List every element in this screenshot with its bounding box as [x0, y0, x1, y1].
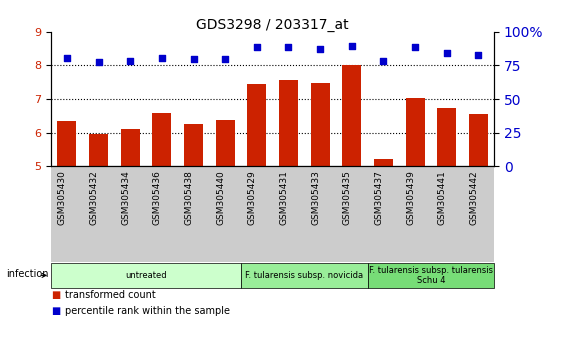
Text: transformed count: transformed count [65, 290, 156, 300]
Point [284, 44, 293, 50]
Point [220, 56, 229, 62]
Point [474, 53, 483, 58]
Text: GSM305435: GSM305435 [343, 170, 352, 225]
Bar [279, 80, 298, 166]
Text: GSM305432: GSM305432 [90, 170, 99, 225]
Bar [311, 83, 329, 166]
Bar [247, 84, 266, 166]
Text: GDS3298 / 203317_at: GDS3298 / 203317_at [197, 18, 349, 32]
Bar [184, 124, 203, 166]
Point [347, 43, 356, 49]
Text: GSM305431: GSM305431 [279, 170, 289, 225]
Point [442, 50, 451, 56]
Text: GSM305440: GSM305440 [216, 170, 225, 225]
Text: GSM305439: GSM305439 [406, 170, 415, 225]
Bar [469, 114, 488, 166]
Bar [89, 135, 108, 166]
Point [411, 44, 420, 50]
Text: GSM305438: GSM305438 [185, 170, 194, 225]
Text: F. tularensis subsp. novicida: F. tularensis subsp. novicida [245, 271, 364, 280]
Text: GSM305442: GSM305442 [469, 170, 478, 224]
Text: percentile rank within the sample: percentile rank within the sample [65, 306, 230, 316]
Text: ■: ■ [51, 306, 60, 316]
Bar [152, 113, 172, 166]
Bar [343, 65, 361, 166]
Bar [121, 130, 140, 166]
Point [379, 59, 388, 64]
Point [189, 56, 198, 62]
Point [252, 44, 261, 50]
Text: ■: ■ [51, 290, 60, 300]
Text: untreated: untreated [126, 271, 167, 280]
Text: infection: infection [6, 269, 48, 279]
Text: GSM305433: GSM305433 [311, 170, 320, 225]
Point [62, 55, 72, 61]
Point [316, 46, 325, 52]
Bar [406, 98, 424, 166]
Bar [216, 120, 235, 166]
Bar [437, 108, 456, 166]
Text: GSM305437: GSM305437 [374, 170, 383, 225]
Text: F. tularensis subsp. tularensis
Schu 4: F. tularensis subsp. tularensis Schu 4 [369, 266, 493, 285]
Text: GSM305430: GSM305430 [58, 170, 67, 225]
Text: GSM305429: GSM305429 [248, 170, 257, 225]
Bar [57, 121, 77, 166]
Text: GSM305441: GSM305441 [438, 170, 446, 225]
Point [157, 55, 166, 61]
Text: GSM305434: GSM305434 [121, 170, 130, 225]
Text: GSM305436: GSM305436 [153, 170, 162, 225]
Bar [374, 159, 393, 166]
Point [94, 59, 103, 65]
Point [126, 59, 135, 64]
